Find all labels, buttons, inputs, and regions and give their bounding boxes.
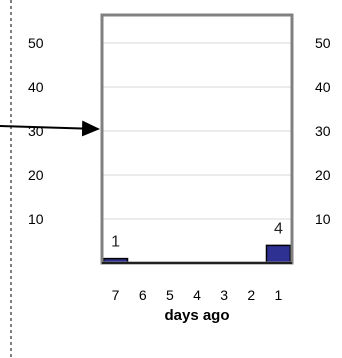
data-labels: 14 bbox=[111, 220, 283, 250]
annotation-arrow bbox=[0, 120, 100, 137]
x-tick-label: 4 bbox=[193, 287, 201, 303]
x-tick-label: 3 bbox=[220, 287, 228, 303]
x-tick-label: 7 bbox=[112, 287, 120, 303]
left-axis-ticks: 10 20 30 40 50 bbox=[28, 35, 44, 227]
x-tick-label: 6 bbox=[139, 287, 147, 303]
x-tick-label: 2 bbox=[247, 287, 255, 303]
right-tick-label: 30 bbox=[315, 123, 331, 139]
right-tick-label: 40 bbox=[315, 79, 331, 95]
bars bbox=[102, 244, 292, 264]
x-axis-ticks: 7 6 5 4 3 2 1 bbox=[112, 287, 283, 303]
x-tick-label: 1 bbox=[275, 287, 283, 303]
left-tick-label: 50 bbox=[28, 35, 44, 51]
right-tick-label: 10 bbox=[315, 211, 331, 227]
left-tick-label: 10 bbox=[28, 211, 44, 227]
bar-value-label: 1 bbox=[111, 234, 120, 251]
left-tick-label: 30 bbox=[28, 123, 44, 139]
bar bbox=[265, 244, 292, 264]
plot-frame bbox=[100, 13, 294, 265]
x-axis-title: days ago bbox=[164, 307, 229, 324]
right-tick-label: 50 bbox=[315, 35, 331, 51]
right-axis-ticks: 10 20 30 40 50 bbox=[315, 35, 331, 227]
right-tick-label: 20 bbox=[315, 167, 331, 183]
left-tick-label: 20 bbox=[28, 167, 44, 183]
left-tick-label: 40 bbox=[28, 79, 44, 95]
x-tick-label: 5 bbox=[166, 287, 174, 303]
bar-value-label: 4 bbox=[274, 220, 283, 237]
gridlines bbox=[102, 42, 292, 220]
